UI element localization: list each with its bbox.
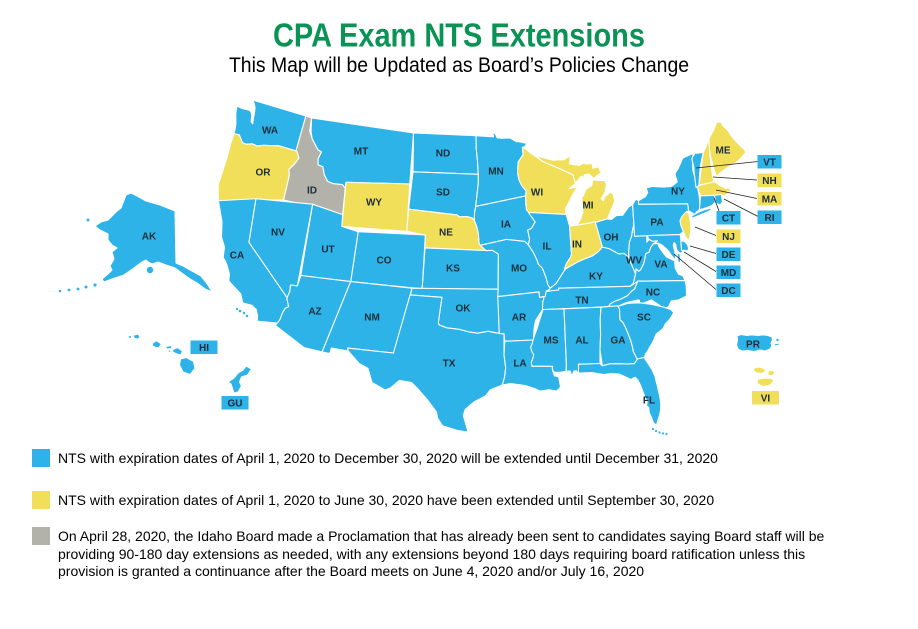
svg-text:SC: SC <box>637 313 651 324</box>
svg-text:NY: NY <box>671 187 685 198</box>
svg-text:NM: NM <box>364 313 380 324</box>
svg-text:NV: NV <box>271 228 285 239</box>
svg-text:WI: WI <box>531 188 543 199</box>
svg-text:IN: IN <box>572 240 582 251</box>
svg-text:OH: OH <box>604 233 619 244</box>
svg-text:TX: TX <box>443 359 456 370</box>
svg-text:MO: MO <box>511 264 527 275</box>
svg-text:WV: WV <box>626 256 642 267</box>
svg-text:MD: MD <box>721 268 737 279</box>
svg-text:HI: HI <box>199 343 209 354</box>
svg-text:UT: UT <box>321 245 334 256</box>
svg-text:ND: ND <box>436 149 450 160</box>
svg-text:NJ: NJ <box>722 232 735 243</box>
svg-text:DC: DC <box>721 286 735 297</box>
svg-text:ID: ID <box>307 186 317 197</box>
svg-text:LA: LA <box>513 359 526 370</box>
svg-text:OK: OK <box>456 304 472 315</box>
svg-text:CT: CT <box>722 214 735 225</box>
svg-text:WY: WY <box>366 198 382 209</box>
svg-text:MI: MI <box>582 201 593 212</box>
svg-text:AZ: AZ <box>308 307 321 318</box>
svg-text:VT: VT <box>763 158 776 169</box>
svg-text:NE: NE <box>439 228 453 239</box>
svg-text:AR: AR <box>512 313 527 324</box>
svg-text:AK: AK <box>142 232 157 243</box>
svg-text:VA: VA <box>654 260 667 271</box>
svg-text:DE: DE <box>722 250 736 261</box>
svg-text:NH: NH <box>762 176 776 187</box>
svg-text:MT: MT <box>354 147 368 158</box>
svg-text:CO: CO <box>377 256 392 267</box>
svg-text:GU: GU <box>228 399 243 410</box>
svg-text:FL: FL <box>643 396 655 407</box>
svg-text:OR: OR <box>256 168 272 179</box>
svg-text:MA: MA <box>762 195 778 206</box>
svg-text:KY: KY <box>589 272 603 283</box>
svg-text:NC: NC <box>646 288 660 299</box>
svg-text:CA: CA <box>230 251 244 262</box>
svg-text:PA: PA <box>650 218 663 229</box>
svg-text:IL: IL <box>543 242 552 253</box>
svg-text:PR: PR <box>746 340 761 351</box>
svg-text:AL: AL <box>575 336 588 347</box>
svg-text:GA: GA <box>611 336 626 347</box>
svg-text:MS: MS <box>544 336 559 347</box>
svg-text:RI: RI <box>765 213 775 224</box>
svg-text:KS: KS <box>446 264 460 275</box>
svg-text:TN: TN <box>575 296 588 307</box>
svg-text:IA: IA <box>501 220 511 231</box>
svg-text:WA: WA <box>262 126 278 137</box>
svg-text:ME: ME <box>716 146 731 157</box>
svg-text:MN: MN <box>488 167 504 178</box>
svg-text:SD: SD <box>436 188 450 199</box>
svg-text:VI: VI <box>761 394 771 405</box>
